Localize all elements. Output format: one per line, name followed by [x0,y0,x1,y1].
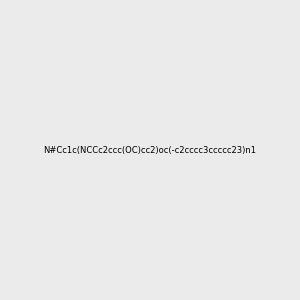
Text: N#Cc1c(NCCc2ccc(OC)cc2)oc(-c2cccc3ccccc23)n1: N#Cc1c(NCCc2ccc(OC)cc2)oc(-c2cccc3ccccc2… [44,146,256,154]
